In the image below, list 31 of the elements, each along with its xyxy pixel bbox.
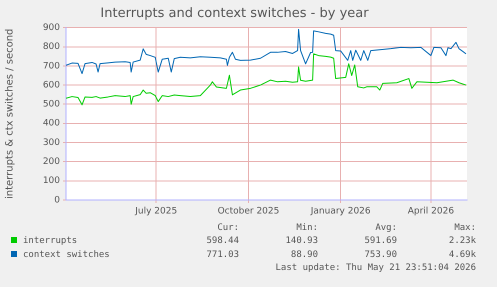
text: 2.23k <box>448 235 477 248</box>
text: 4.69k <box>448 249 477 262</box>
text: Min: <box>295 222 319 234</box>
text: 771.03 <box>205 249 240 262</box>
y-tick-label: 500 <box>42 100 60 110</box>
text: 140.93 <box>284 235 319 248</box>
y-tick-label: 400 <box>42 118 60 129</box>
y-tick-label: 600 <box>42 80 60 90</box>
text: 753.90 <box>363 249 398 262</box>
text: Avg: <box>374 222 398 234</box>
y-tick-label: 200 <box>42 157 60 168</box>
y-axis-title: interrupts & ctx switches / second <box>4 28 16 200</box>
x-tick-label: October 2025 <box>218 206 280 217</box>
chart-title: Interrupts and context switches - by year <box>100 6 370 22</box>
text: 88.90 <box>290 249 319 262</box>
legend-label: interrupts <box>23 236 78 246</box>
text: Cur: <box>216 222 240 234</box>
x-tick-label: January 2026 <box>310 206 371 217</box>
y-tick-label: 300 <box>42 138 60 148</box>
legend-label: context switches <box>23 250 110 260</box>
y-tick-label: 0 <box>54 195 60 206</box>
y-tick-label: 100 <box>42 176 60 186</box>
text: 598.44 <box>205 235 240 248</box>
text: Max: <box>453 222 477 234</box>
x-tick-label: April 2026 <box>408 206 454 217</box>
text: 591.69 <box>363 235 398 248</box>
text: Last update: Thu May 21 23:51:04 2026 <box>274 262 477 274</box>
y-tick-label: 900 <box>42 22 60 33</box>
y-tick-label: 700 <box>42 61 60 72</box>
x-tick-label: July 2025 <box>134 206 178 217</box>
y-tick-label: 800 <box>42 42 60 52</box>
